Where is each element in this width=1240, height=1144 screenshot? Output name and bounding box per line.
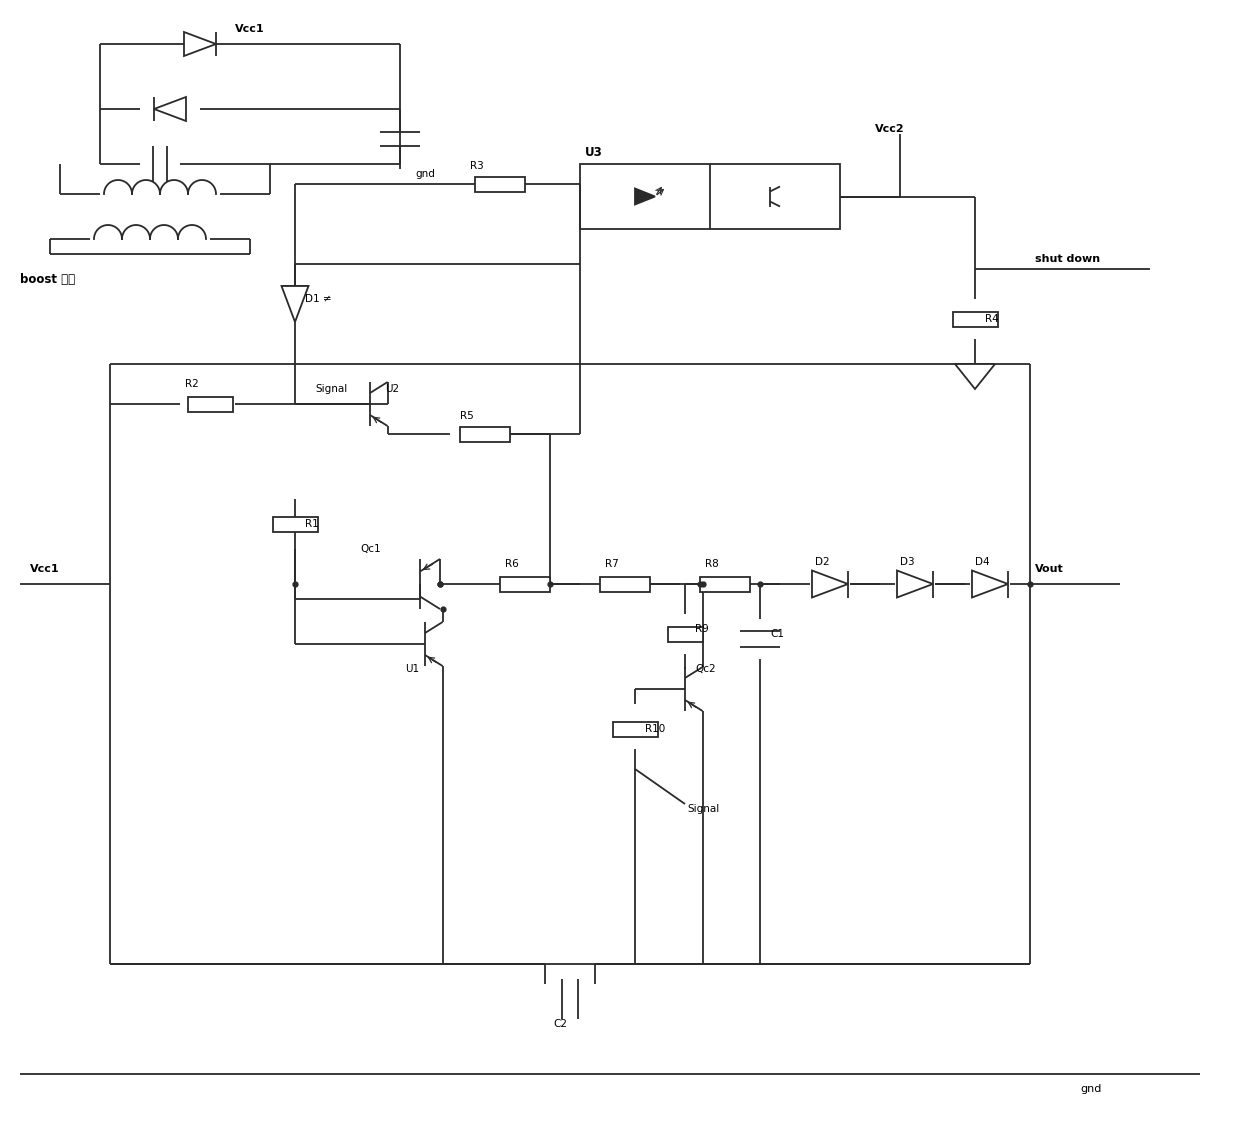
Bar [273,516,317,532]
Polygon shape [812,571,848,597]
Bar [613,722,657,737]
Text: R5: R5 [460,411,474,421]
Text: Signal: Signal [687,804,719,815]
Bar [952,311,997,326]
Text: U3: U3 [585,145,603,159]
Text: R4: R4 [985,313,998,324]
Text: Vcc1: Vcc1 [30,564,60,574]
Polygon shape [897,571,932,597]
Bar [701,577,750,591]
Text: D3: D3 [900,557,915,567]
Text: R6: R6 [505,559,518,569]
Text: gnd: gnd [1080,1085,1101,1094]
Bar [667,627,703,642]
Text: Signal: Signal [315,384,347,394]
Text: Qc2: Qc2 [694,664,715,674]
Bar [475,176,525,191]
Text: C2: C2 [553,1019,567,1028]
Text: R3: R3 [470,161,484,170]
Bar [580,164,839,229]
Text: Vout: Vout [1035,564,1064,574]
Text: D1 ≠: D1 ≠ [305,294,331,304]
Bar [500,577,551,591]
Text: R7: R7 [605,559,619,569]
Polygon shape [635,189,655,205]
Text: boost 电感: boost 电感 [20,272,76,286]
Bar [600,577,650,591]
Text: U1: U1 [405,664,419,674]
Text: R1: R1 [305,519,319,529]
Text: Vcc2: Vcc2 [875,124,905,134]
Text: R10: R10 [645,724,665,734]
Text: D4: D4 [975,557,990,567]
Text: shut down: shut down [1035,254,1100,264]
Text: Vcc1: Vcc1 [236,24,265,34]
Bar [187,397,233,412]
Text: C1: C1 [770,629,784,639]
Text: R9: R9 [694,623,709,634]
Polygon shape [955,364,994,389]
Text: gnd: gnd [415,169,435,178]
Text: D2: D2 [815,557,830,567]
Text: R8: R8 [706,559,719,569]
Text: U2: U2 [384,384,399,394]
Polygon shape [281,286,309,321]
Bar [460,427,510,442]
Text: Qc1: Qc1 [360,545,381,554]
Polygon shape [154,97,186,121]
Polygon shape [184,32,216,56]
Text: R2: R2 [185,379,198,389]
Polygon shape [972,571,1008,597]
